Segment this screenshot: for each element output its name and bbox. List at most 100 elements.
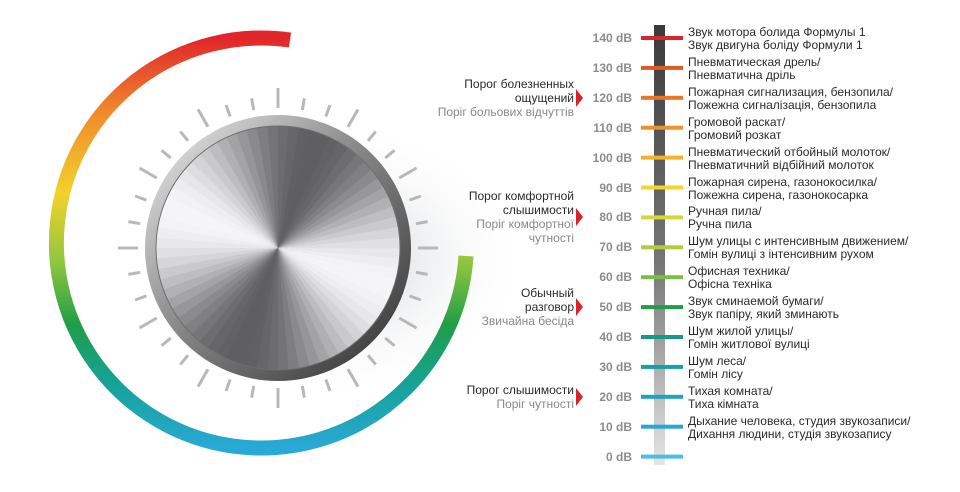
knob-face-sector <box>183 159 278 248</box>
db-scale-markers <box>641 36 683 459</box>
knob-face-sector <box>278 248 386 320</box>
knob-face-sector <box>190 152 278 248</box>
knob-face-sector <box>189 248 278 343</box>
knob-face-sector <box>206 248 278 356</box>
description-ru: Ручная пила/ <box>688 204 762 219</box>
description-ua: Звук двигуна боліду Формули 1 <box>688 38 863 52</box>
knob-face-sector <box>156 215 278 248</box>
knob-face-sector <box>277 248 289 370</box>
db-level-marker <box>641 275 683 280</box>
db-value-label: 140 dB <box>592 31 632 45</box>
description-ru: Офисная техника/ <box>688 264 790 279</box>
description-ru: Звук сминаемой бумаги/ <box>688 294 824 309</box>
knob-face-sector <box>278 248 400 281</box>
knob-face-sector <box>278 226 400 248</box>
dial-tick <box>366 130 377 142</box>
dial-tick <box>250 98 256 111</box>
knob-face-sector <box>161 248 278 301</box>
knob-face-sector <box>225 248 278 365</box>
threshold-label: Порог болезненных ощущений Поріг больових … <box>424 77 574 119</box>
db-level-marker <box>641 394 683 399</box>
dial-tick <box>138 166 158 180</box>
dial-tick <box>300 98 306 111</box>
db-value-label: 50 dB <box>599 300 632 315</box>
dial-tick <box>224 104 232 117</box>
db-level-marker <box>641 215 683 220</box>
knob-face-sector <box>156 248 278 270</box>
threshold-label: Порог слышимости Поріг чутності <box>424 383 574 411</box>
threshold-pointer-icon <box>576 88 583 107</box>
knob-face-sector <box>278 248 311 370</box>
db-scale-bar <box>654 25 665 465</box>
threshold-pointer-icon <box>576 298 583 317</box>
threshold-ru-line: Порог болезненных <box>464 76 574 91</box>
dial-tick <box>128 270 141 276</box>
sound-source-description: Пневматический отбойный молоток/Пневмати… <box>688 145 958 172</box>
dial-tick <box>138 316 158 330</box>
threshold-label: Порог комфортной слышимости Поріг комфортн… <box>424 189 574 245</box>
knob-face-sector <box>278 160 374 248</box>
sound-source-description: Звук мотора болида Формулы 1 Звук двигуна… <box>688 26 958 52</box>
knob-face-sector <box>278 135 341 248</box>
knob-face-sector <box>165 248 278 310</box>
dial-tick <box>179 130 190 142</box>
db-value-label: 80 dB <box>599 210 632 225</box>
description-ua: Пожежна сигналізація, бензопила <box>688 97 877 112</box>
knob-face-sector <box>278 153 367 248</box>
db-value-label: 40 dB <box>599 330 632 344</box>
knob-face-sector <box>216 135 278 248</box>
dial-tick <box>409 294 422 302</box>
knob-face-sector <box>176 167 278 248</box>
knob-face-sector <box>165 185 278 248</box>
dial-tick <box>224 379 232 392</box>
threshold-ru-line: ощущений <box>514 90 574 105</box>
db-value-label: 100 dB <box>592 150 632 165</box>
knob-face-sector <box>278 176 386 248</box>
db-level-marker <box>641 305 683 310</box>
sound-source-description: Офисная техника/Офісна техніка <box>688 265 958 291</box>
dial-tick <box>160 336 172 347</box>
threshold-ru-line: Порог комфортной <box>468 189 574 204</box>
description-ua: Звук папіру, який зминають <box>688 307 840 322</box>
description-ua: Ручна пила <box>688 217 752 232</box>
knob-face-sector <box>267 126 279 248</box>
threshold-ua-line: Поріг чутності <box>496 396 574 411</box>
db-value-label: 20 dB <box>599 389 632 404</box>
dial-tick <box>384 149 396 160</box>
sound-source-description: Шум улицы с интенсивным движением/Гомін … <box>688 235 958 261</box>
knob-face-sector <box>198 146 278 248</box>
knob-face-sector <box>170 248 278 320</box>
description-ua: Гомін лісу <box>688 366 743 381</box>
dial-tick <box>196 368 210 388</box>
knob-face-sector <box>278 248 366 344</box>
db-level-marker <box>641 454 683 459</box>
sound-source-description: Пожарная сигнализация, бензопила/Пожежна… <box>688 85 958 112</box>
knob-face-sector <box>278 248 331 365</box>
description-ru: Тихая комната/ <box>688 383 773 398</box>
db-value-label: 90 dB <box>599 180 632 195</box>
knob-face-sector <box>176 248 278 328</box>
dial-tick <box>415 220 428 226</box>
knob-face-sector <box>278 140 350 248</box>
knob-face-sector <box>278 248 350 356</box>
threshold-ru-line: слышимости <box>502 203 574 218</box>
knob-face-sector <box>278 186 391 248</box>
knob-face-sector <box>206 140 278 248</box>
db-value-label: 110 dB <box>593 120 632 135</box>
dial-tick <box>324 379 332 392</box>
dial-tick <box>324 104 332 117</box>
description-ru: Пневматическая дрель/ <box>688 54 821 69</box>
dial-tick <box>179 354 190 366</box>
dial-tick <box>398 316 418 330</box>
sound-source-description: Пожарная сирена, газонокосилка/Пожежна с… <box>688 175 958 202</box>
knob-face-sector <box>278 248 340 361</box>
knob-face-sector <box>156 248 278 281</box>
sound-source-description: Пневматическая дрель/Пневматична дріль <box>688 54 958 82</box>
knob-face-sector <box>278 248 380 329</box>
dial-tick <box>160 149 172 160</box>
knob-face-sector <box>245 126 278 248</box>
dial-tick <box>250 385 256 398</box>
knob-face-edge <box>155 125 401 371</box>
knob-face-sector <box>278 237 400 249</box>
